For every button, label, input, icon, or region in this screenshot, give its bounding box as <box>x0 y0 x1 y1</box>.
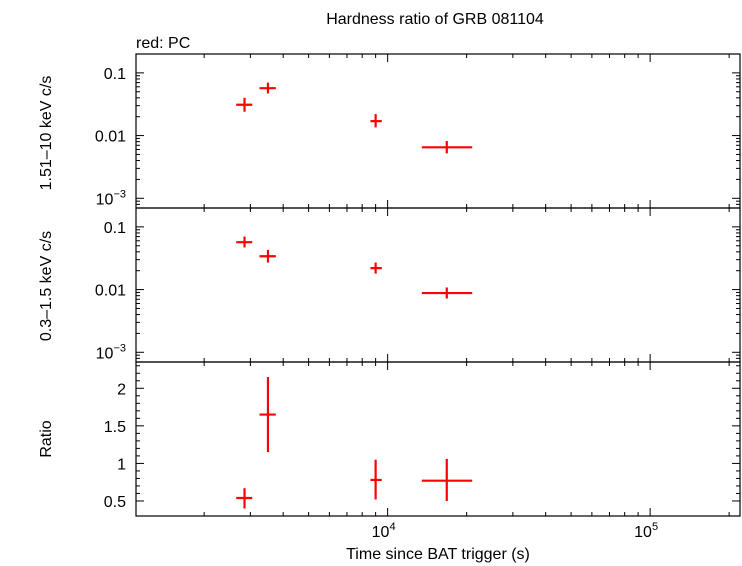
data-point-soft-1 <box>236 236 253 248</box>
panel-ratio: 0.5 1 1.5 2 <box>104 361 741 517</box>
plot-area: 0.1 0.01 10−3 0.1 0.01 10−3 0.5 1 1.5 2 104 105 <box>95 53 741 541</box>
x-axis-label: Time since BAT trigger (s) <box>346 546 530 563</box>
data-point-hard-3 <box>370 114 382 128</box>
panel-hard: 0.1 0.01 10−3 <box>95 53 741 209</box>
y-tick-label: 1 <box>117 456 126 473</box>
chart-title: Hardness ratio of GRB 081104 <box>326 11 544 28</box>
x-tick-label-exponent: 4 <box>389 521 395 533</box>
y-tick-label: 1.5 <box>104 419 126 436</box>
panel-frame-soft <box>135 207 741 363</box>
data-point-hard-1 <box>236 97 253 112</box>
y-tick-label: 0.01 <box>95 283 126 300</box>
data-point-ratio-3 <box>370 459 382 500</box>
data-point-ratio-1 <box>236 488 253 509</box>
y-tick-label-exponent: −3 <box>113 342 126 354</box>
data-point-soft-4 <box>421 287 473 299</box>
data-point-ratio-2 <box>259 377 276 453</box>
y-tick-label: 0.1 <box>104 220 126 237</box>
panel-frame-ratio <box>135 361 741 517</box>
y-tick-label: 10−3 <box>96 342 126 362</box>
y-tick-label: 0.01 <box>95 129 126 146</box>
x-tick-label: 105 <box>634 521 658 541</box>
panel-frame-hard <box>135 53 741 209</box>
y-axis-label-ratio: Ratio <box>38 420 55 457</box>
y-tick-label: 0.1 <box>104 66 126 83</box>
data-point-hard-2 <box>259 82 276 94</box>
x-tick-label-exponent: 5 <box>652 521 658 533</box>
y-axis-label-hard: 1.51–10 keV c/s <box>38 76 55 191</box>
data-point-ratio-4 <box>421 458 473 501</box>
data-point-soft-2 <box>259 249 276 263</box>
panel-soft: 0.1 0.01 10−3 <box>95 207 741 363</box>
y-tick-label: 0.5 <box>104 494 126 511</box>
x-tick-label: 104 <box>372 521 396 541</box>
y-tick-label: 2 <box>117 381 126 398</box>
y-axis-label-soft: 0.3–1.5 keV c/s <box>38 231 55 341</box>
data-point-hard-4 <box>421 140 473 154</box>
data-point-soft-3 <box>370 262 382 274</box>
y-tick-label-exponent: −3 <box>113 188 126 200</box>
chart-subtitle: red: PC <box>136 35 190 52</box>
y-tick-label: 10−3 <box>96 188 126 208</box>
